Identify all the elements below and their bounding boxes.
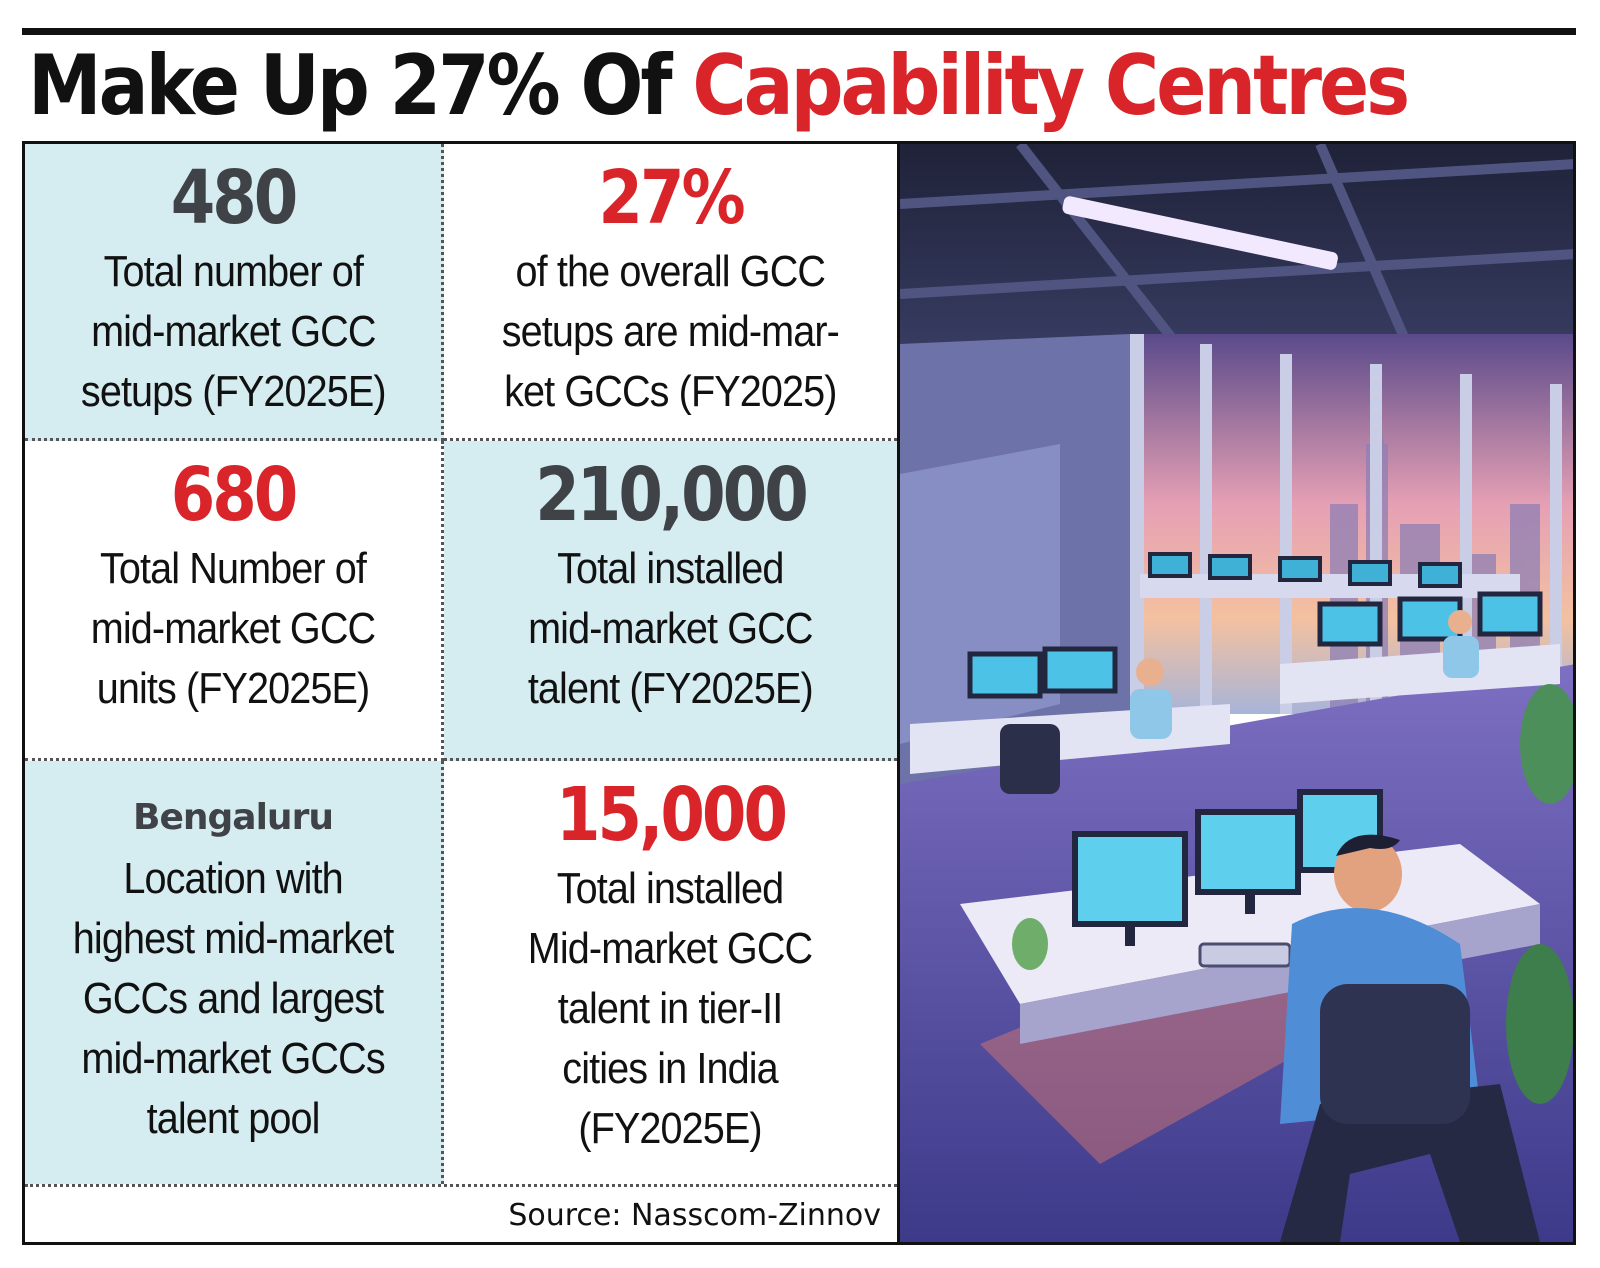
stats-grid: 480 Total number of mid-market GCC setup… (25, 144, 897, 1184)
stat-cell-talent: 210,000 Total installed mid-market GCC t… (444, 441, 897, 761)
stat-description: Total Number of mid-market GCC units (FY… (90, 544, 376, 713)
stat-value: Bengaluru (133, 797, 334, 838)
stat-cell-share: 27% of the overall GCC setups are mid-ma… (444, 144, 897, 441)
stat-value: 15,000 (556, 773, 788, 859)
front-monitors (1072, 789, 1383, 946)
plants (1012, 684, 1573, 1104)
stat-cell-tier2: 15,000 Total installed Mid-market GCC ta… (444, 761, 897, 1184)
headline-black-part: Make Up 27% Of (28, 37, 673, 135)
far-desk-row (1140, 552, 1520, 598)
headline: Make Up 27% Of Capability Centres (28, 30, 1410, 142)
stat-value: 680 (170, 453, 299, 539)
source-credit: Source: Nasscom-Zinnov (25, 1184, 897, 1245)
left-window (900, 444, 1060, 744)
stat-cell-setups: 480 Total number of mid-market GCC setup… (25, 144, 444, 441)
stat-description: Total number of mid-market GCC setups (F… (80, 247, 387, 416)
stat-value: 480 (170, 156, 299, 242)
infographic-panel: 480 Total number of mid-market GCC setup… (22, 141, 1576, 1245)
keyboard (1198, 942, 1292, 968)
stat-cell-units: 680 Total Number of mid-market GCC units… (25, 441, 444, 761)
mid-workers (1000, 610, 1479, 794)
stat-description: of the overall GCC setups are mid-mar- k… (501, 247, 840, 416)
front-worker (1280, 834, 1540, 1242)
stat-description: Total installed mid-market GCC talent (F… (528, 544, 814, 713)
headline-red-part: Capability Centres (692, 37, 1410, 135)
stat-description: Location with highest mid-market GCCs an… (72, 854, 394, 1143)
stat-value: 210,000 (535, 453, 808, 539)
office-illustration-svg (900, 144, 1573, 1242)
stat-value: 27% (598, 156, 745, 242)
top-rule (22, 28, 1576, 35)
stat-description: Total installed Mid-market GCC talent in… (528, 864, 813, 1153)
stat-cell-location: Bengaluru Location with highest mid-mark… (25, 761, 444, 1184)
ceiling-light (1062, 196, 1338, 270)
office-illustration (897, 144, 1573, 1242)
